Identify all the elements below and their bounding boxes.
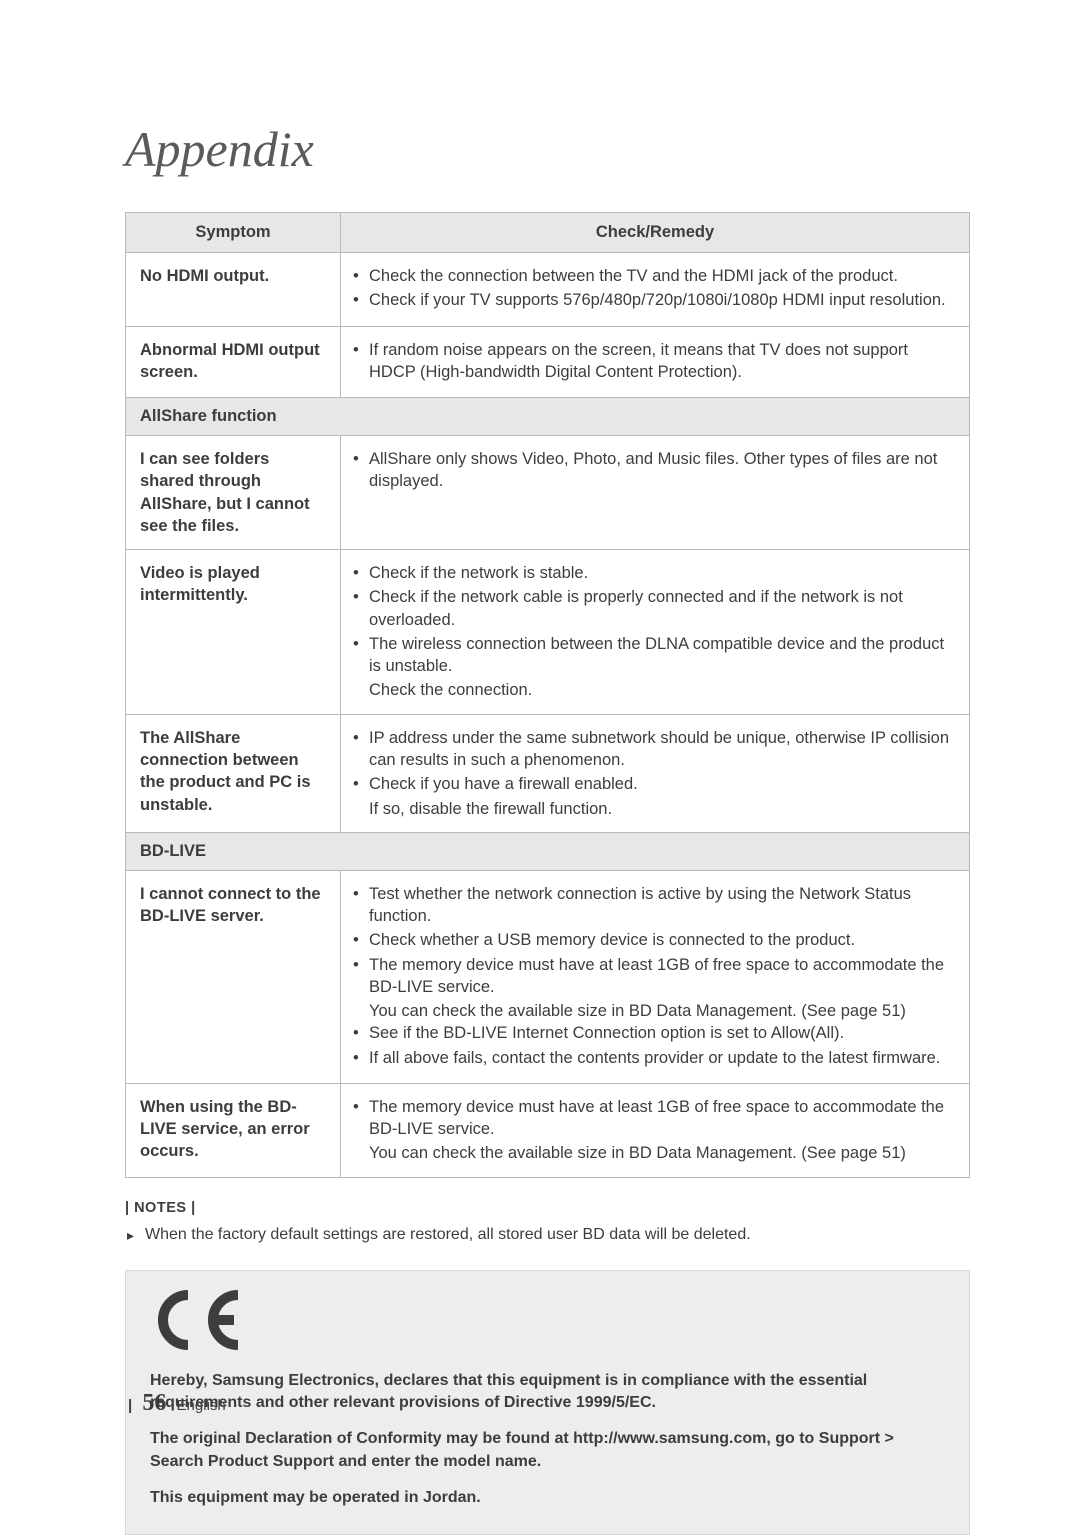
- remedy-subline: You can check the available size in BD D…: [351, 1000, 955, 1022]
- remedy-cell: IP address under the same subnetwork sho…: [341, 714, 970, 832]
- compliance-p1: Hereby, Samsung Electronics, declares th…: [150, 1370, 945, 1415]
- compliance-p3: This equipment may be operated in Jordan…: [150, 1487, 945, 1509]
- symptom-cell: No HDMI output.: [126, 253, 341, 327]
- footer-lang: English: [177, 1397, 226, 1414]
- symptom-cell: The AllShare connection between the prod…: [126, 714, 341, 832]
- ce-mark-icon: [150, 1289, 945, 1356]
- table-row: AllShare function: [126, 398, 970, 436]
- compliance-box: Hereby, Samsung Electronics, declares th…: [125, 1270, 970, 1535]
- table-row: The AllShare connection between the prod…: [126, 714, 970, 832]
- remedy-item: Check if the network cable is properly c…: [351, 586, 955, 631]
- table-row: Abnormal HDMI output screen.If random no…: [126, 326, 970, 398]
- table-row: I can see folders shared through AllShar…: [126, 436, 970, 550]
- symptom-cell: Abnormal HDMI output screen.: [126, 326, 341, 398]
- remedy-list: AllShare only shows Video, Photo, and Mu…: [351, 448, 955, 493]
- table-row: BD-LIVE: [126, 832, 970, 870]
- remedy-cell: If random noise appears on the screen, i…: [341, 326, 970, 398]
- col-remedy: Check/Remedy: [341, 213, 970, 253]
- remedy-item: Test whether the network connection is a…: [351, 883, 955, 928]
- remedy-item: If all above fails, contact the contents…: [351, 1047, 955, 1069]
- col-symptom: Symptom: [126, 213, 341, 253]
- section-header: AllShare function: [126, 398, 970, 436]
- section-header: BD-LIVE: [126, 832, 970, 870]
- symptom-cell: I cannot connect to the BD-LIVE server.: [126, 870, 341, 1083]
- remedy-list: If random noise appears on the screen, i…: [351, 339, 955, 384]
- compliance-p2: The original Declaration of Conformity m…: [150, 1428, 945, 1473]
- remedy-cell: The memory device must have at least 1GB…: [341, 1083, 970, 1177]
- remedy-subline: You can check the available size in BD D…: [351, 1142, 955, 1164]
- table-row: No HDMI output. Check the connection betw…: [126, 253, 970, 327]
- symptom-cell: I can see folders shared through AllShar…: [126, 436, 341, 550]
- remedy-cell: Test whether the network connection is a…: [341, 870, 970, 1083]
- remedy-item: The wireless connection between the DLNA…: [351, 633, 955, 678]
- remedy-item: Check the connection between the TV and …: [351, 265, 955, 287]
- troubleshooting-table: Symptom Check/Remedy No HDMI output.Chec…: [125, 212, 970, 1178]
- page-title: Appendix: [125, 120, 970, 178]
- symptom-cell: Video is played intermittently.: [126, 550, 341, 715]
- remedy-item: The memory device must have at least 1GB…: [351, 954, 955, 999]
- remedy-list: Test whether the network connection is a…: [351, 883, 955, 1069]
- notes-header: | NOTES |: [125, 1200, 970, 1216]
- remedy-item: If random noise appears on the screen, i…: [351, 339, 955, 384]
- remedy-trailing: Check the connection.: [351, 679, 955, 701]
- remedy-list: The memory device must have at least 1GB…: [351, 1096, 955, 1165]
- manual-page: Appendix Symptom Check/Remedy No HDMI ou…: [0, 0, 1080, 1479]
- remedy-item: IP address under the same subnetwork sho…: [351, 727, 955, 772]
- remedy-list: Check the connection between the TV and …: [351, 265, 955, 312]
- remedy-list: IP address under the same subnetwork sho…: [351, 727, 955, 796]
- note-line: When the factory default settings are re…: [125, 1226, 970, 1244]
- footer-bar: |: [128, 1397, 132, 1414]
- remedy-item: Check whether a USB memory device is con…: [351, 929, 955, 951]
- symptom-cell: When using the BD-LIVE service, an error…: [126, 1083, 341, 1177]
- remedy-cell: Check if the network is stable.Check if …: [341, 550, 970, 715]
- table-row: When using the BD-LIVE service, an error…: [126, 1083, 970, 1177]
- remedy-item: The memory device must have at least 1GB…: [351, 1096, 955, 1141]
- remedy-trailing: If so, disable the firewall function.: [351, 798, 955, 820]
- remedy-item: Check if you have a firewall enabled.: [351, 773, 955, 795]
- page-footer: | 56 English: [128, 1390, 226, 1417]
- table-row: I cannot connect to the BD-LIVE server.T…: [126, 870, 970, 1083]
- table-header-row: Symptom Check/Remedy: [126, 213, 970, 253]
- remedy-item: AllShare only shows Video, Photo, and Mu…: [351, 448, 955, 493]
- remedy-item: Check if the network is stable.: [351, 562, 955, 584]
- remedy-item: Check if your TV supports 576p/480p/720p…: [351, 289, 955, 311]
- remedy-item: See if the BD-LIVE Internet Connection o…: [351, 1022, 955, 1044]
- page-number: 56: [142, 1390, 166, 1416]
- remedy-list: Check if the network is stable.Check if …: [351, 562, 955, 677]
- remedy-cell: AllShare only shows Video, Photo, and Mu…: [341, 436, 970, 550]
- table-row: Video is played intermittently.Check if …: [126, 550, 970, 715]
- remedy-cell: Check the connection between the TV and …: [341, 253, 970, 327]
